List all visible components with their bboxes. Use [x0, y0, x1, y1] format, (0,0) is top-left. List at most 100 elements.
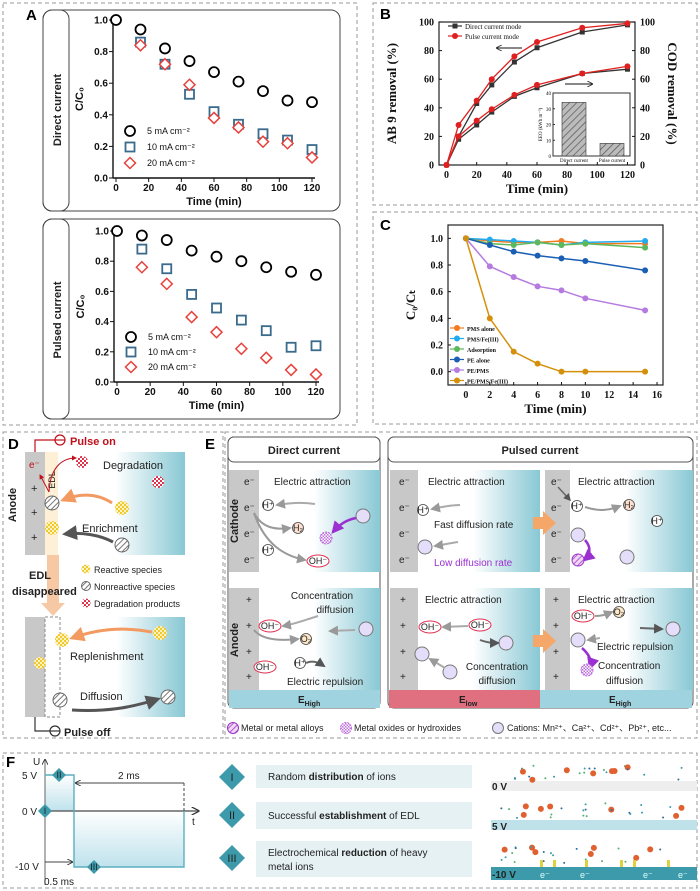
snapshot-electrode-0v: [491, 781, 697, 791]
legend-degradation: Degradation products: [94, 599, 181, 609]
legend-label: Direct current mode: [465, 23, 521, 31]
plus-sign: +: [400, 672, 406, 683]
ion-dot: [532, 849, 539, 856]
deposited-metal: [585, 860, 588, 867]
ion-dot: [610, 809, 613, 812]
y-tick-label: 0.4: [431, 314, 444, 325]
x-tick-label: 4: [511, 390, 516, 401]
ion-dot: [611, 768, 618, 775]
data-point: [511, 91, 518, 98]
panel-e: E Direct current Pulsed current Cathode …: [205, 431, 698, 739]
ion-dot: [678, 804, 685, 811]
data-point: [232, 75, 245, 88]
svg-text:II: II: [229, 810, 235, 822]
anode-label: Anode: [229, 623, 241, 657]
data-point: [642, 238, 649, 244]
svg-text:III: III: [227, 853, 236, 865]
x-tick-label: 40: [502, 170, 512, 181]
ion-dot: [669, 805, 672, 808]
data-point: [488, 106, 495, 113]
h-plus-ion: H⁺: [417, 504, 429, 516]
cation-icon: [570, 632, 586, 648]
legend-marker: [454, 377, 460, 384]
diffusion-label: diffusion: [316, 605, 353, 616]
x-tick-label: 80: [241, 183, 253, 194]
legend-marker: [454, 346, 460, 352]
md-snapshots: 0 V 5 V -10 V e⁻ e⁻ e⁻ e⁻: [491, 764, 697, 881]
electron-transfer-arrow: [557, 486, 572, 502]
y-tick-label: 0: [549, 155, 552, 160]
data-point: [260, 261, 273, 274]
cation-icon: [492, 722, 504, 734]
panel-b-label: B: [380, 6, 391, 23]
ion-dot: [584, 803, 587, 806]
chart-b-removal: 0 20 40 60 80 100 120020406080100020406080100T…: [384, 18, 680, 197]
nonreactive-species-icon: [52, 692, 68, 708]
ion-dot: [647, 846, 654, 853]
ion-dot: [513, 860, 516, 863]
reduction-arrow: [584, 504, 622, 514]
ion-dot: [643, 773, 646, 776]
x-tick-label: 10: [580, 390, 590, 401]
panel-f-frame: [2, 752, 698, 889]
plus-sign: +: [400, 647, 406, 658]
oxidation-arrow: [594, 610, 614, 620]
legend-label: 10 mA cm⁻²: [147, 142, 195, 152]
deposited-metal: [633, 860, 636, 867]
electric-attraction-label: Electric attraction: [578, 595, 655, 606]
x-tick-label: 0: [114, 387, 120, 398]
concentration-label: Concentration: [291, 591, 353, 602]
data-point: [642, 307, 649, 314]
data-point: [455, 133, 462, 140]
stage-iii-marker: III: [87, 860, 101, 874]
bar: [599, 143, 625, 157]
metal-icon: [571, 553, 585, 567]
direct-current-tab: [42, 9, 70, 212]
ion-dot: [547, 803, 554, 810]
ion-dot: [522, 803, 529, 810]
y-right-axis-title: COD removal (%): [665, 42, 680, 144]
svg-text:II: II: [56, 770, 61, 780]
electron: e⁻: [678, 870, 688, 880]
ion-dot: [553, 775, 556, 778]
data-point: [558, 255, 565, 262]
pulsed-current-tab: [42, 218, 70, 420]
electron: e⁻: [399, 529, 410, 540]
legend-marker: [124, 360, 138, 374]
data-point: [462, 235, 469, 242]
ion-dot: [588, 767, 591, 770]
ion-dot: [680, 766, 683, 769]
ion-dot: [529, 776, 536, 783]
oh-minus-ion: OH⁻: [253, 660, 277, 674]
electron: e⁻: [551, 529, 562, 540]
data-point: [489, 82, 495, 88]
y-right-tick-label: 80: [640, 46, 650, 57]
ion-dot: [550, 813, 553, 816]
data-point: [579, 29, 585, 35]
panel-b-frame: [372, 2, 698, 206]
data-point: [285, 341, 297, 353]
e-high-label: EHigh: [609, 695, 631, 708]
ion-dot: [583, 767, 586, 770]
cation-icon: [414, 646, 430, 662]
x-tick-label: 60: [208, 183, 220, 194]
legend-label: PMS alone: [467, 327, 495, 333]
replenishment-label: Replenishment: [70, 651, 143, 663]
x-tick-label: 80: [562, 170, 572, 181]
transition-arrow: [533, 511, 556, 535]
series-3: [462, 235, 649, 274]
diffusion-arrow: [328, 625, 356, 636]
y-tick-label: 20: [546, 124, 552, 129]
x-axis-title: Time (min): [186, 196, 242, 208]
y-right-tick-label: 20: [640, 132, 650, 143]
x-axis-title: Time (min): [189, 400, 245, 412]
electric-attraction-label: Electric attraction: [428, 477, 505, 488]
electron: e⁻: [399, 555, 410, 566]
pulsed-current-label: Pulsed current: [52, 281, 64, 358]
data-point: [534, 39, 540, 46]
pulsed-current-header: [387, 436, 694, 463]
y-tick-label: 1.0: [431, 234, 444, 245]
data-point: [455, 121, 462, 128]
diamond-icon: [219, 764, 245, 790]
